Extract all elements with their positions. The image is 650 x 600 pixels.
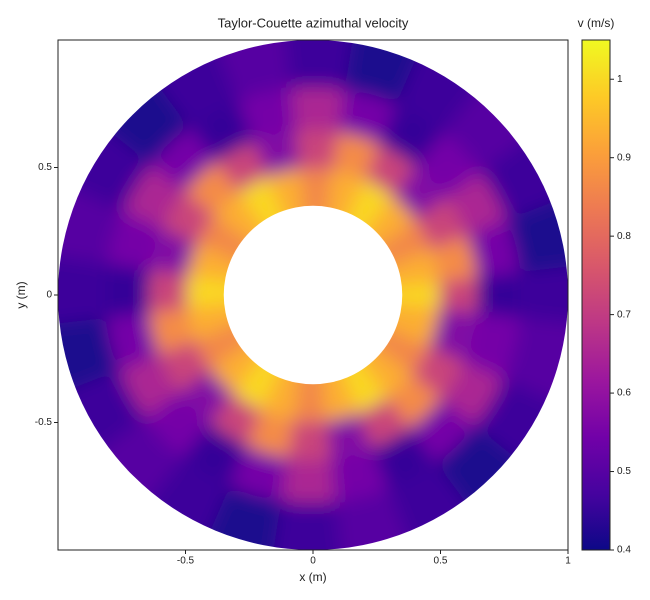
y-tick-label: 0 bbox=[46, 290, 52, 301]
x-axis-label: x (m) bbox=[299, 570, 326, 584]
y-axis-label: y (m) bbox=[14, 281, 28, 308]
x-tick-label: 1 bbox=[565, 556, 571, 567]
colorbar-tick-label: 0.4 bbox=[617, 545, 631, 556]
colorbar-label: v (m/s) bbox=[578, 16, 615, 30]
colorbar-tick-label: 0.8 bbox=[617, 231, 631, 242]
field bbox=[36, 18, 590, 572]
x-tick-label: -0.5 bbox=[177, 556, 195, 567]
colorbar-tick-label: 0.7 bbox=[617, 309, 631, 320]
y-tick-label: 0.5 bbox=[38, 162, 52, 173]
x-tick-label: 0 bbox=[310, 556, 316, 567]
colorbar-tick-label: 0.9 bbox=[617, 152, 631, 163]
y-tick-label: -0.5 bbox=[35, 417, 53, 428]
x-tick-label: 0.5 bbox=[434, 556, 448, 567]
colorbar bbox=[581, 39, 611, 551]
colorbar-tick-label: 1 bbox=[617, 74, 623, 85]
colorbar-tick-label: 0.6 bbox=[617, 388, 631, 399]
colorbar-tick-label: 0.5 bbox=[617, 466, 631, 477]
